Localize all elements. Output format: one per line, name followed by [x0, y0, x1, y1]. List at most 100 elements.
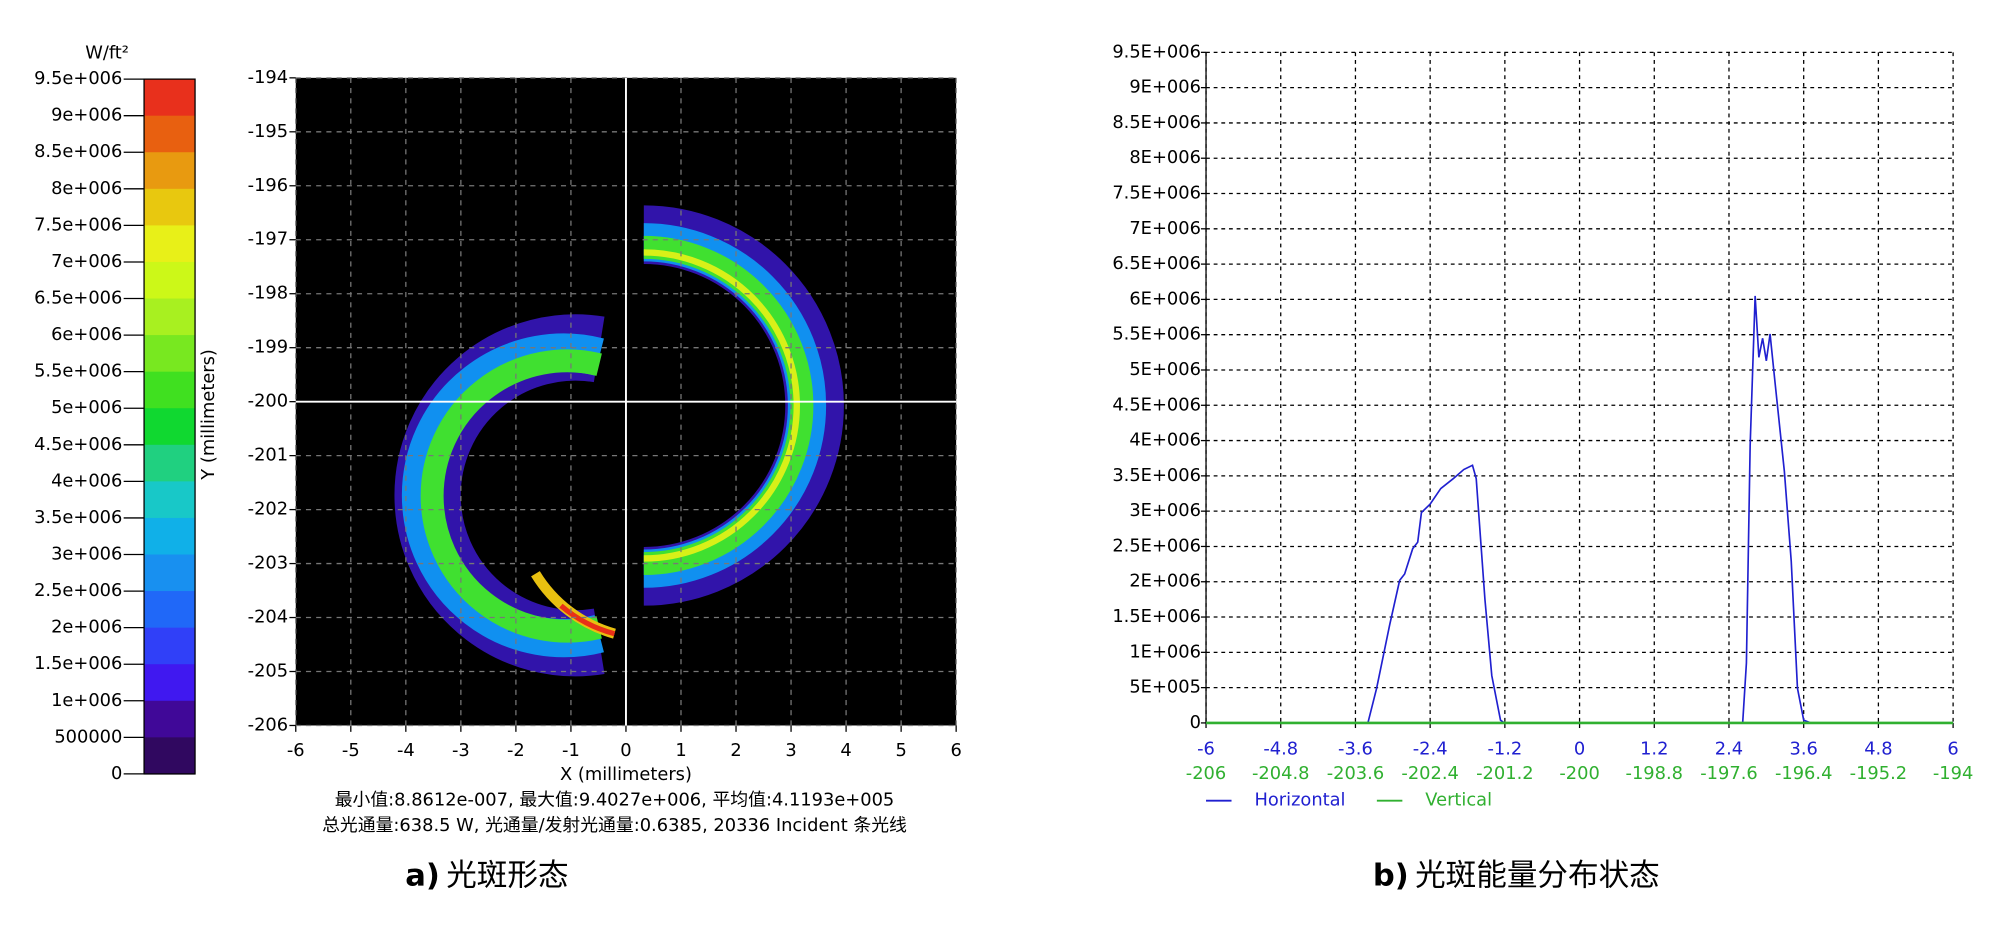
- colorbar-frame: [143, 78, 196, 775]
- colorbar-tick-label: 6e+006: [51, 324, 122, 345]
- y-tick-label: -200: [248, 391, 288, 412]
- y-tick-label: 3E+006: [1129, 500, 1201, 521]
- y-tick-label: -198: [248, 283, 288, 304]
- colorbar-band: [144, 115, 196, 153]
- colorbar-tick-label: 1e+006: [51, 690, 122, 711]
- y-tick-label: -194: [248, 67, 288, 88]
- x2-tick-label: -194: [1933, 763, 1973, 784]
- y-tick-label: 6E+006: [1129, 288, 1201, 309]
- colorbar-tick-label: 500000: [54, 726, 122, 747]
- x2-tick-label: -206: [1186, 763, 1226, 784]
- x-tick-label: 1.2: [1640, 739, 1668, 760]
- x-tick-label: 3.6: [1790, 739, 1818, 760]
- x-tick-label: 0: [1574, 739, 1585, 760]
- colorbar-band: [144, 408, 196, 446]
- light-spot: [394, 205, 844, 677]
- y-tick-label: 3.5E+006: [1112, 465, 1201, 486]
- colorbar-tick-label: 5e+006: [51, 397, 122, 418]
- colorbar-band: [144, 335, 196, 373]
- colorbar-band: [144, 700, 196, 738]
- caption-tag: b): [1373, 859, 1409, 894]
- colorbar-band: [144, 188, 196, 227]
- x-tick-label: 6: [950, 740, 961, 761]
- colorbar-tick-label: 3e+006: [51, 544, 122, 565]
- y-tick-label: -199: [248, 337, 288, 358]
- y-tick-label: 9.5E+006: [1112, 41, 1201, 62]
- x2-tick-label: -197.6: [1700, 763, 1757, 784]
- x-tick-label: 4: [840, 740, 851, 761]
- x-tick-label: 2.4: [1715, 739, 1743, 760]
- colorbar-tick-label: 4.5e+006: [34, 434, 122, 455]
- x-tick-label: 3: [785, 740, 796, 761]
- x-tick-label: -1.2: [1487, 739, 1522, 760]
- x-tick-label: -5: [342, 740, 360, 761]
- spot-core: [643, 249, 800, 562]
- x-tick-label: -6: [1197, 739, 1215, 760]
- colorbar-band: [144, 591, 196, 629]
- y-tick-label: -196: [248, 175, 288, 196]
- spot-peak: [559, 603, 616, 637]
- x2-tick-label: -200: [1559, 763, 1599, 784]
- colorbar-tick-label: 4e+006: [51, 470, 122, 491]
- colorbar-band: [144, 261, 196, 300]
- y-tick-label: 1.5E+006: [1112, 606, 1201, 627]
- y-tick-label: 9E+006: [1129, 77, 1201, 98]
- y-tick-label: -195: [248, 121, 288, 142]
- caption-tag: a): [405, 859, 440, 894]
- x2-tick-label: -196.4: [1775, 763, 1832, 784]
- spot-inner: [643, 235, 814, 576]
- colorbar-label: W/ft²: [85, 43, 129, 64]
- y-tick-label: -203: [248, 553, 288, 574]
- series-line: [1206, 295, 1954, 724]
- y-tick-label: 8E+006: [1129, 147, 1201, 168]
- legend-label: Horizontal: [1254, 790, 1345, 811]
- colorbar-tick-label: 2e+006: [51, 617, 122, 638]
- x-tick-label: 5: [895, 740, 906, 761]
- annotation: 总光通量:638.5 W, 光通量/发射光通量:0.6385, 20336 In…: [322, 815, 907, 836]
- colorbar-tick-label: 3.5e+006: [34, 507, 122, 528]
- y-tick-label: 7.5E+006: [1112, 183, 1201, 204]
- colorbar-tick-label: 8e+006: [51, 178, 122, 199]
- y-tick-label: 0: [1190, 712, 1201, 733]
- x-tick-label: 0: [620, 740, 631, 761]
- colorbar-tick-label: 7e+006: [51, 251, 122, 272]
- x-tick-label: -2: [507, 740, 525, 761]
- colorbar-band: [144, 152, 196, 190]
- colorbar-tick-label: 0: [111, 763, 122, 784]
- caption: 光斑能量分布状态: [1415, 859, 1660, 894]
- y-tick-label: 5E+006: [1129, 359, 1201, 380]
- colorbar-tick-label: 1.5e+006: [34, 653, 122, 674]
- colorbar-band: [144, 554, 196, 592]
- y-tick-label: 5E+005: [1129, 677, 1201, 698]
- x2-tick-label: -203.6: [1327, 763, 1384, 784]
- colorbar-tick-label: 5.5e+006: [34, 361, 122, 382]
- y-tick-label: 2E+006: [1129, 571, 1201, 592]
- colorbar-band: [144, 298, 196, 336]
- y-tick-label: 4.5E+006: [1112, 394, 1201, 415]
- colorbar-tick-label: 9.5e+006: [34, 68, 122, 89]
- y-tick-label: 7E+006: [1129, 218, 1201, 239]
- colorbar-tick-label: 7.5e+006: [34, 214, 122, 235]
- x2-tick-label: -204.8: [1252, 763, 1309, 784]
- colorbar-band: [144, 371, 196, 409]
- colorbar-band: [144, 481, 196, 519]
- y-tick-label: -204: [248, 607, 288, 628]
- y-tick-label: 1E+006: [1129, 641, 1201, 662]
- x-tick-label: -4: [397, 740, 415, 761]
- y-tick-label: -202: [248, 499, 288, 520]
- y-tick-label: -197: [248, 229, 288, 250]
- colorbar-tick-label: 2.5e+006: [34, 580, 122, 601]
- colorbar-tick-label: 9e+006: [51, 105, 122, 126]
- spot-inner: [420, 349, 602, 643]
- colorbar-tick-label: 6.5e+006: [34, 288, 122, 309]
- colorbar-band: [144, 517, 196, 556]
- x-tick-label: -2.4: [1413, 739, 1448, 760]
- caption: 光斑形态: [446, 859, 568, 894]
- colorbar-band: [144, 737, 196, 775]
- y-tick-label: 8.5E+006: [1112, 112, 1201, 133]
- x-tick-label: 4.8: [1864, 739, 1892, 760]
- colorbar-band: [144, 444, 196, 483]
- x-tick-label: -3: [452, 740, 470, 761]
